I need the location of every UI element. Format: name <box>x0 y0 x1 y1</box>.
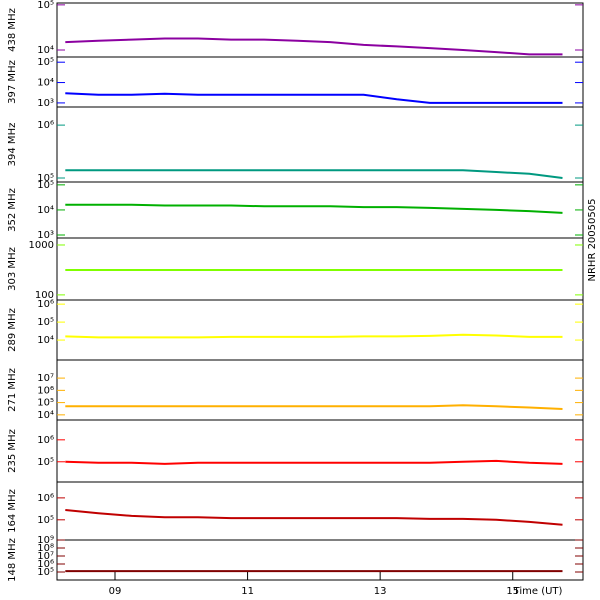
y-tick-label: 100 <box>35 290 54 301</box>
y-tick-label: 10⁴ <box>37 335 54 346</box>
data-line <box>65 203 563 214</box>
y-tick-label: 10⁴ <box>37 205 54 216</box>
x-tick-label: 09 <box>109 586 122 597</box>
y-tick-label: 10⁶ <box>37 493 54 504</box>
y-tick-label: 10⁵ <box>37 0 54 11</box>
y-tick-label: 10⁴ <box>37 45 54 56</box>
y-axis-label: 235 MHz <box>7 429 18 473</box>
x-tick-label: 15 <box>506 586 519 597</box>
y-tick-label: 10³ <box>37 230 54 241</box>
y-axis-label: 397 MHz <box>7 60 18 104</box>
y-tick-label: 10⁵ <box>37 317 54 328</box>
y-tick-label: 10⁵ <box>37 180 54 191</box>
panel-frame <box>56 56 584 108</box>
data-line <box>65 92 563 104</box>
y-tick-label: 10⁴ <box>37 78 54 89</box>
data-line <box>65 459 563 465</box>
data-line <box>65 404 563 410</box>
y-axis-label: 164 MHz <box>7 489 18 533</box>
data-line <box>65 37 563 56</box>
y-tick-label: 10⁹ <box>37 535 54 546</box>
y-axis-label: 438 MHz <box>7 8 18 52</box>
y-tick-label: 10⁵ <box>37 515 54 526</box>
annotation: NRHR 20050505 <box>587 199 598 282</box>
data-line <box>65 509 563 526</box>
x-tick-label: 11 <box>241 586 254 597</box>
y-tick-label: 10⁶ <box>37 385 54 396</box>
y-tick-label: 10⁵ <box>37 567 54 578</box>
y-tick-label: 10⁷ <box>37 551 54 562</box>
y-axis-label: 352 MHz <box>7 188 18 232</box>
y-tick-label: 10⁵ <box>37 457 54 468</box>
y-tick-label: 10⁶ <box>37 559 54 570</box>
panel-frame <box>56 419 584 483</box>
y-tick-label: 10⁵ <box>37 57 54 68</box>
y-axis-label: 148 MHz <box>7 538 18 582</box>
y-tick-label: 10⁵ <box>37 173 54 184</box>
y-tick-label: 10³ <box>37 98 54 109</box>
y-axis-label: 289 MHz <box>7 308 18 352</box>
y-tick-label: 10⁶ <box>37 299 54 310</box>
panel-frame <box>56 299 584 361</box>
data-line <box>65 333 563 339</box>
y-tick-label: 10⁷ <box>37 373 54 384</box>
panel-frame <box>56 481 584 541</box>
data-line <box>65 169 563 179</box>
y-tick-label: 10⁶ <box>37 435 54 446</box>
y-axis-label: 394 MHz <box>7 123 18 167</box>
y-tick-label: 10⁵ <box>37 398 54 409</box>
panel-frame <box>56 539 584 581</box>
y-tick-label: 10⁶ <box>37 120 54 131</box>
y-axis-label: 303 MHz <box>7 247 18 291</box>
x-axis-label: Time (UT) <box>513 586 563 597</box>
y-tick-label: 10⁴ <box>37 410 54 421</box>
x-tick-label: 13 <box>374 586 387 597</box>
y-tick-label: 10⁸ <box>37 543 54 554</box>
panel-frame <box>56 2 584 58</box>
y-axis-label: 271 MHz <box>7 368 18 412</box>
y-tick-label: 1000 <box>29 240 54 251</box>
panel-frame <box>56 359 584 421</box>
